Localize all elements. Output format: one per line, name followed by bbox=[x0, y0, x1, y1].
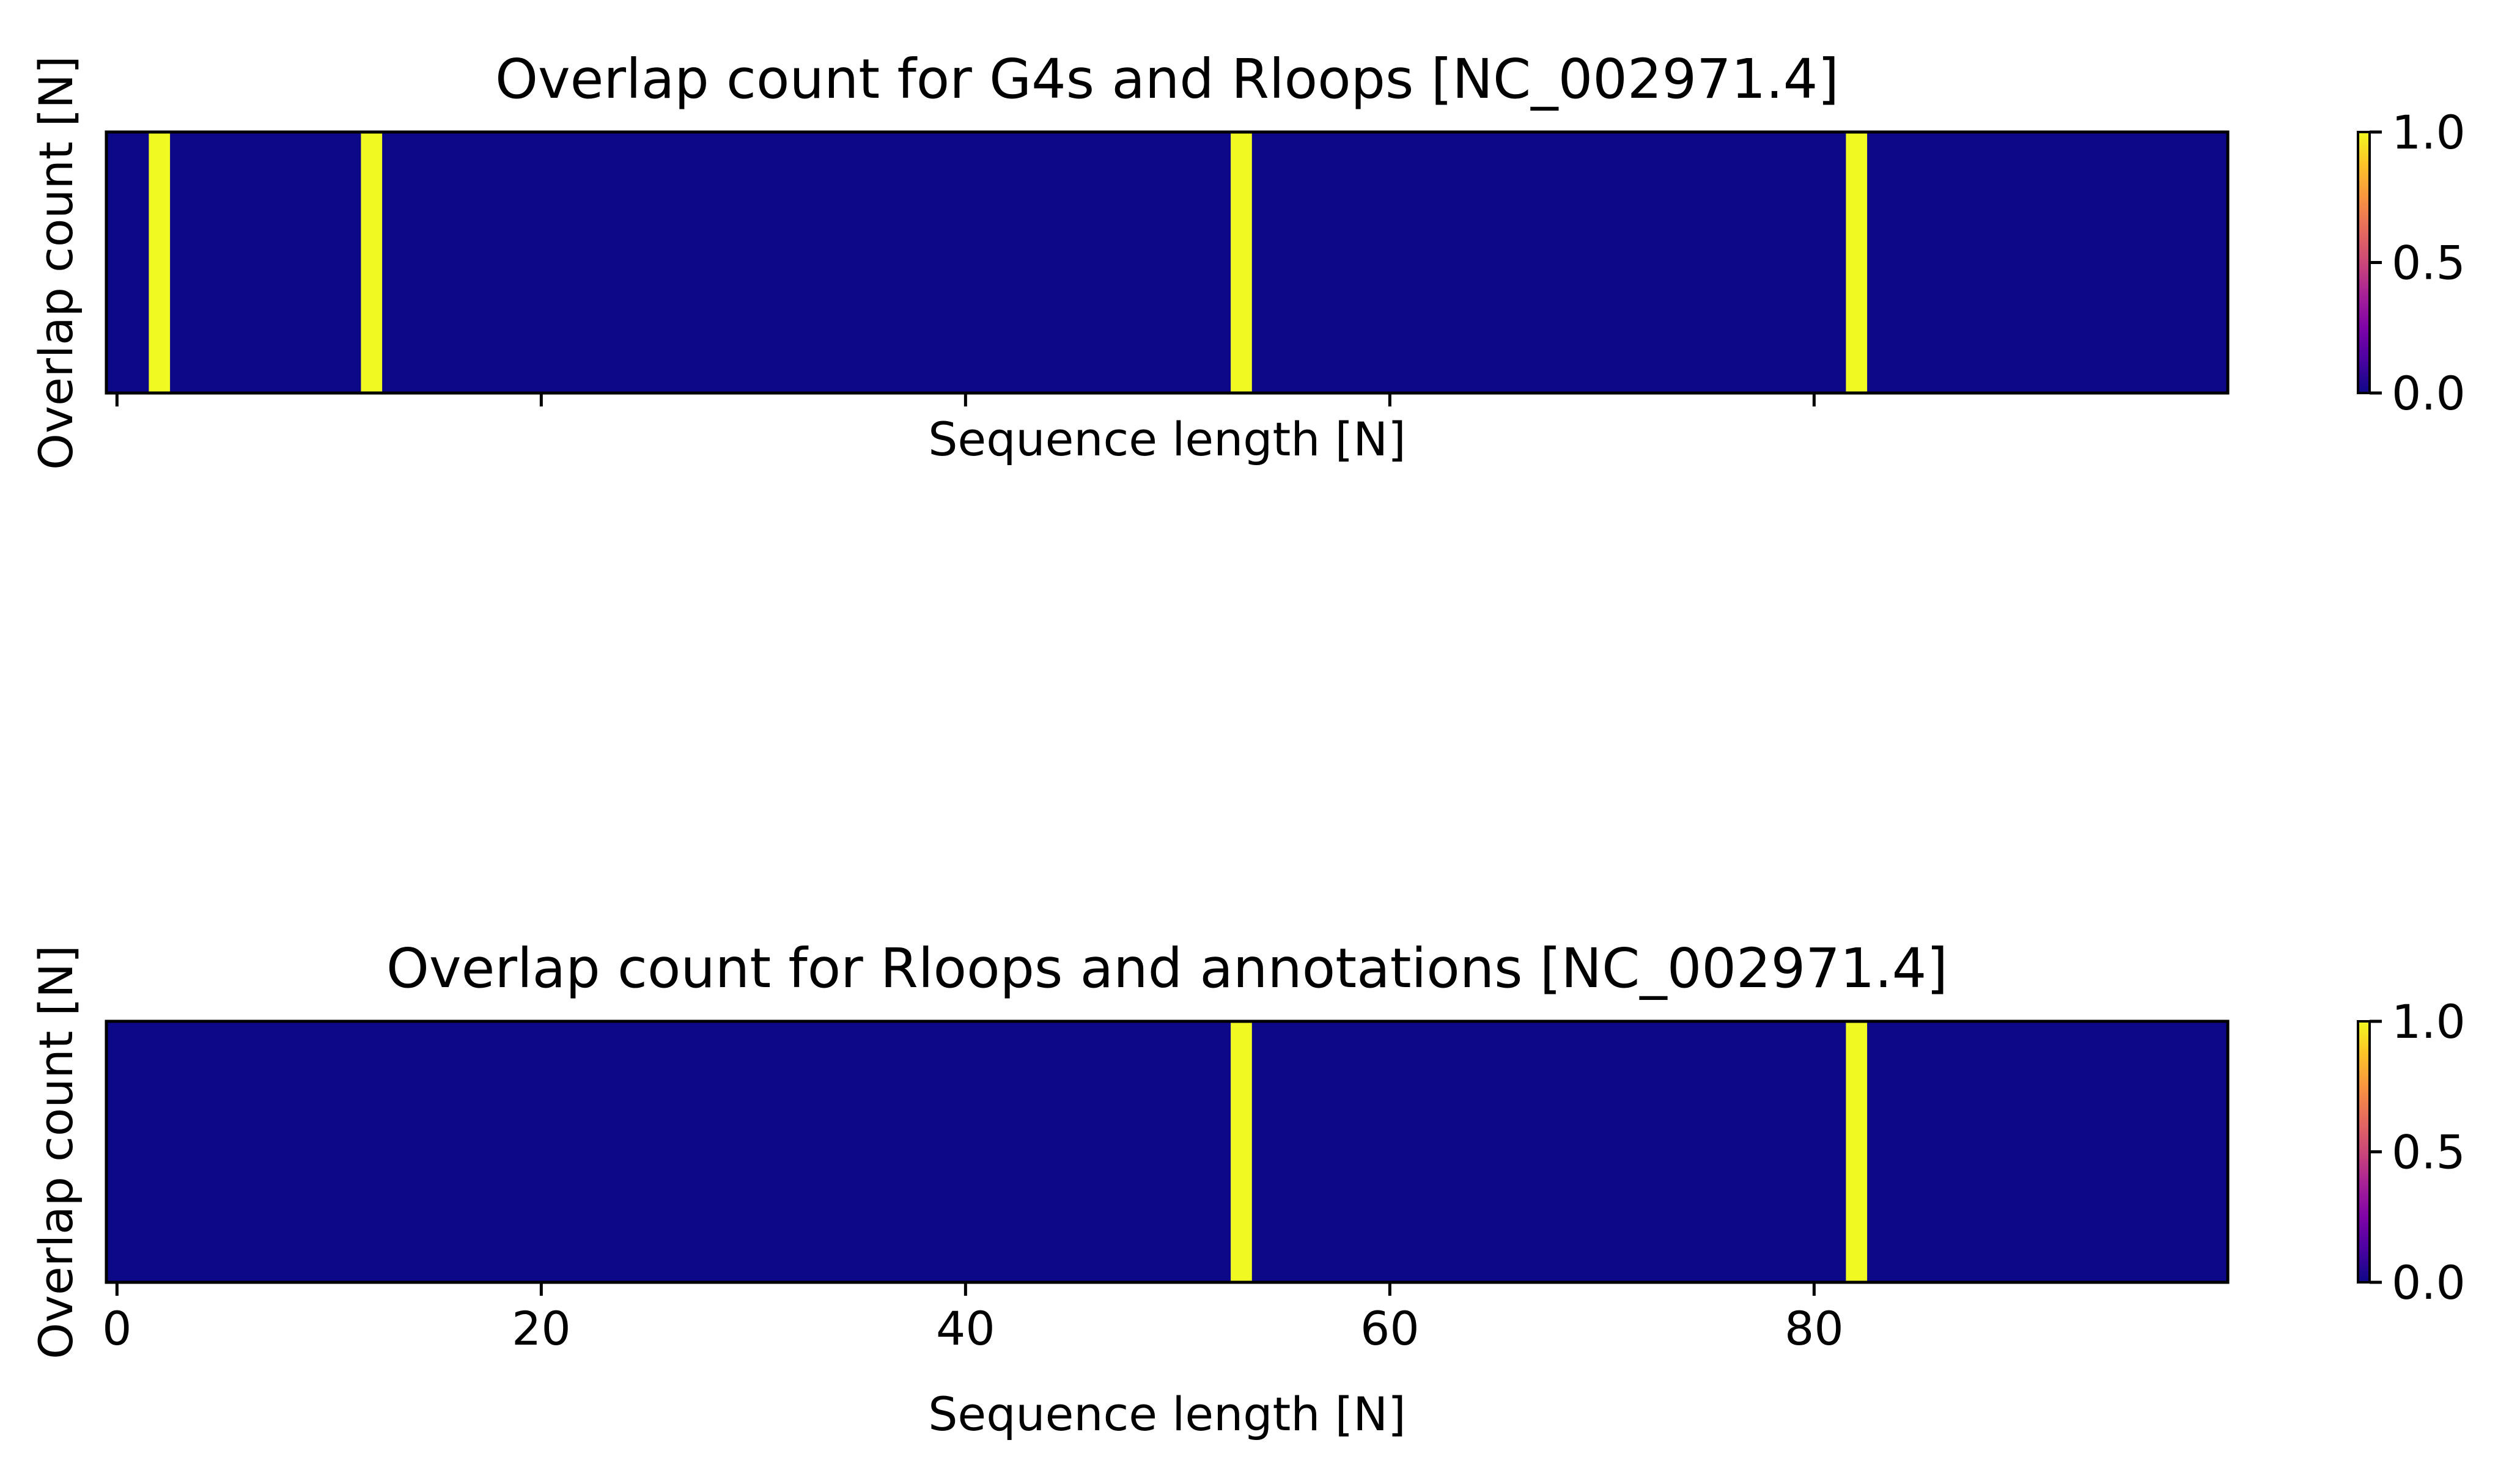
colorbar-gradient bbox=[2357, 1020, 2371, 1284]
x-tick-label: 60 bbox=[1360, 1301, 1420, 1356]
heatmap-cell bbox=[1231, 1021, 1252, 1282]
colorbar-tick-label: 0.5 bbox=[2392, 236, 2466, 290]
heatmap-cell bbox=[1846, 132, 1868, 393]
y-axis-label: Overlap count [N] bbox=[29, 945, 83, 1359]
x-axis-label: Sequence length [N] bbox=[928, 412, 1406, 466]
chart-title: Overlap count for Rloops and annotations… bbox=[386, 936, 1948, 1000]
colorbar: 0.0 0.5 1.0 bbox=[2357, 994, 2466, 1310]
heatmap-cell bbox=[1846, 1021, 1868, 1282]
x-axis-ticks: 0 20 40 60 80 bbox=[102, 1282, 1844, 1356]
subplot-rloops-annotations: Overlap count for Rloops and annotations… bbox=[29, 936, 2466, 1441]
colorbar: 0.0 0.5 1.0 bbox=[2357, 105, 2466, 421]
colorbar-tick-label: 0.5 bbox=[2392, 1125, 2466, 1180]
subplot-g4s-rloops: Overlap count for G4s and Rloops [NC_002… bbox=[29, 47, 2466, 470]
heatmap-background bbox=[106, 1021, 2228, 1282]
colorbar-tick-label: 1.0 bbox=[2392, 994, 2466, 1049]
heatmap-cells bbox=[106, 132, 2228, 393]
plot-frame bbox=[105, 130, 2230, 395]
colorbar-gradient bbox=[2357, 131, 2371, 394]
colorbar-ticks: 0.0 0.5 1.0 bbox=[2370, 105, 2466, 421]
heatmap-cell bbox=[361, 132, 383, 393]
x-tick-label: 40 bbox=[936, 1301, 995, 1356]
plot-frame bbox=[105, 1019, 2230, 1284]
x-tick-label: 80 bbox=[1785, 1301, 1844, 1356]
heatmap-cell bbox=[1231, 132, 1252, 393]
heatmap-cell bbox=[149, 132, 171, 393]
x-tick-label: 20 bbox=[512, 1301, 571, 1356]
x-axis-ticks bbox=[115, 393, 1816, 406]
x-tick-label: 0 bbox=[102, 1301, 131, 1356]
colorbar-tick-label: 0.0 bbox=[2392, 1255, 2466, 1310]
colorbar-ticks: 0.0 0.5 1.0 bbox=[2370, 994, 2466, 1310]
heatmap-cells bbox=[106, 1021, 2228, 1282]
colorbar-tick-label: 1.0 bbox=[2392, 105, 2466, 160]
x-axis-label: Sequence length [N] bbox=[928, 1387, 1406, 1441]
colorbar-tick-label: 0.0 bbox=[2392, 366, 2466, 421]
heatmap-background bbox=[106, 132, 2228, 393]
y-axis-label: Overlap count [N] bbox=[29, 56, 83, 470]
chart-title: Overlap count for G4s and Rloops [NC_002… bbox=[495, 47, 1839, 111]
